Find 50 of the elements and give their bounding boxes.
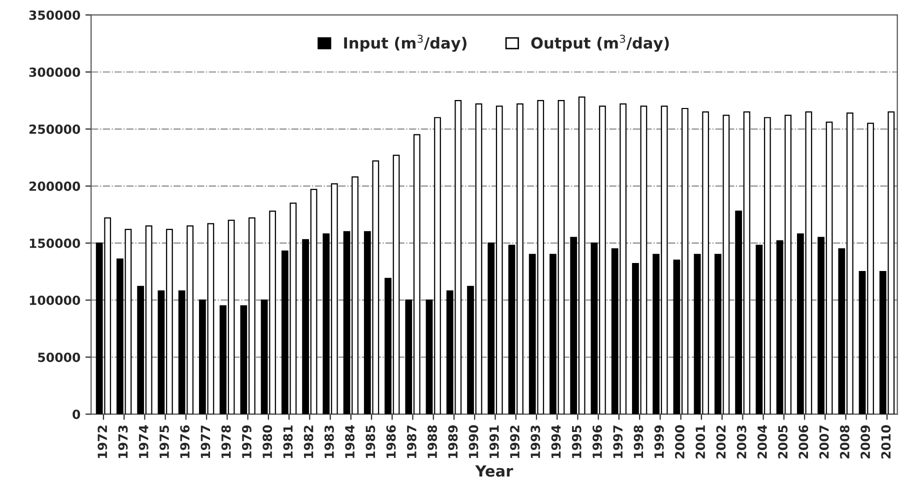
- y-tick-label: 300000: [29, 67, 80, 77]
- x-tick-label: 1994: [551, 425, 561, 458]
- x-tick-label: 1991: [489, 425, 499, 458]
- x-tick-label: 1980: [262, 425, 272, 458]
- x-tick-label: 1977: [200, 426, 210, 458]
- y-tick-label: 200000: [29, 182, 80, 191]
- x-tick-label: 1985: [366, 425, 376, 458]
- x-tick-label: 1990: [468, 425, 478, 458]
- y-tick-label: 0: [72, 410, 80, 420]
- x-tick-label: 1974: [138, 425, 148, 458]
- x-tick-label: 1998: [634, 425, 644, 458]
- x-tick-label: 2002: [716, 426, 726, 458]
- x-tick-label: 1995: [572, 425, 582, 458]
- x-tick-label: 1992: [510, 426, 520, 458]
- x-tick-label: 1987: [406, 426, 416, 458]
- y-tick-label: 100000: [30, 296, 80, 306]
- x-axis-title: Year: [475, 465, 514, 477]
- x-tick-label: 2005: [778, 425, 788, 458]
- y-tick-label: 50000: [38, 352, 80, 362]
- x-tick-label: 1984: [345, 425, 355, 458]
- x-tick-label: 1975: [160, 425, 169, 458]
- x-tick-label: 2010: [881, 425, 891, 458]
- x-tick-label: 1972: [98, 426, 108, 458]
- x-tick-label: 1993: [530, 426, 540, 458]
- x-tick-label: 1981: [283, 425, 293, 458]
- x-tick-label: 2001: [696, 425, 706, 458]
- y-tick-label: 150000: [30, 238, 80, 248]
- x-tick-label: 1988: [428, 425, 438, 458]
- x-tick-label: 1986: [386, 425, 396, 458]
- legend-label: Output (m$^{3}$/day): [531, 34, 669, 52]
- x-tick-label: 1978: [221, 425, 231, 458]
- x-tick-label: 2006: [798, 425, 808, 458]
- x-tick-label: 1989: [448, 425, 458, 458]
- x-tick-label: 1999: [654, 425, 664, 458]
- legend-label: Input (m$^{3}$/day): [344, 34, 466, 52]
- x-tick-label: 1997: [613, 426, 623, 458]
- x-tick-label: 2003: [736, 426, 746, 458]
- x-tick-label: 1979: [242, 425, 252, 458]
- x-tick-label: 2009: [860, 425, 870, 458]
- x-tick-label: 1976: [180, 425, 190, 458]
- x-tick-label: 1996: [592, 425, 602, 458]
- x-tick-label: 2000: [675, 425, 684, 458]
- x-tick-label: 2008: [840, 425, 850, 458]
- x-tick-label: 2007: [819, 426, 829, 458]
- x-tick-label: 2004: [757, 425, 767, 458]
- x-tick-label: 1983: [324, 426, 334, 458]
- y-tick-label: 350000: [29, 10, 80, 20]
- x-tick-label: 1973: [118, 426, 128, 458]
- y-tick-label: 250000: [29, 124, 80, 134]
- x-tick-label: 1982: [304, 426, 314, 458]
